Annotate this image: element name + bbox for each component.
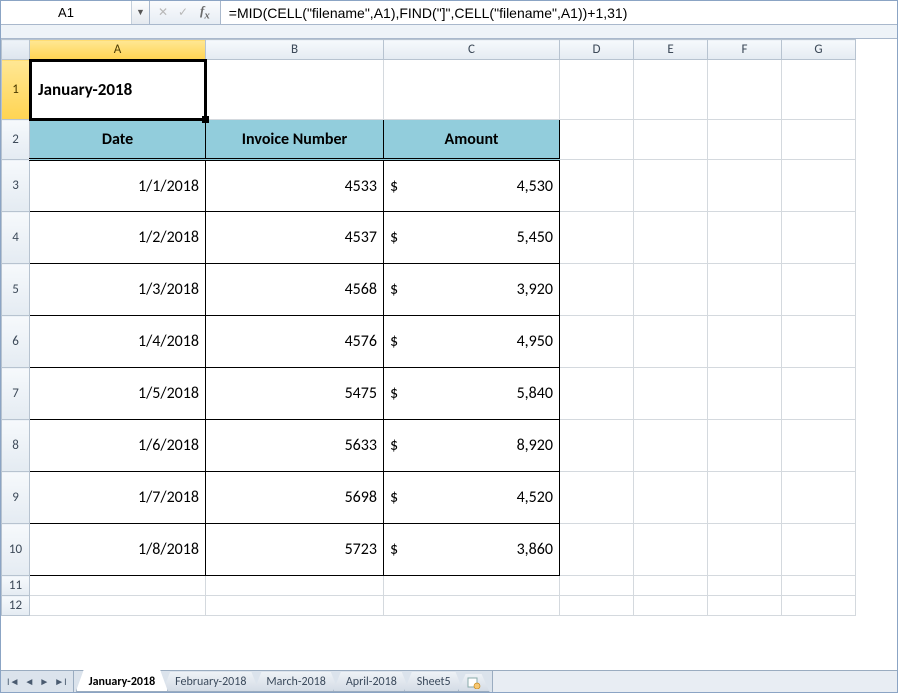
row-header-1[interactable]: 1 bbox=[2, 60, 30, 120]
cell-A9[interactable]: 1/7/2018 bbox=[30, 472, 206, 524]
cell-B3[interactable]: 4533 bbox=[206, 160, 384, 212]
tab-nav: I◄ ◄ ► ►I bbox=[1, 671, 74, 692]
cell-C7[interactable]: $5,840 bbox=[384, 368, 560, 420]
cell-A4[interactable]: 1/2/2018 bbox=[30, 212, 206, 264]
fx-icon[interactable]: fx bbox=[196, 3, 214, 22]
cell-C4[interactable]: $5,450 bbox=[384, 212, 560, 264]
select-all-corner[interactable] bbox=[2, 40, 30, 60]
col-header-A[interactable]: A bbox=[30, 40, 206, 60]
col-header-F[interactable]: F bbox=[708, 40, 782, 60]
tab-nav-last-icon[interactable]: ►I bbox=[54, 675, 66, 688]
horizontal-scroll-region[interactable] bbox=[492, 671, 897, 692]
cell-A7[interactable]: 1/5/2018 bbox=[30, 368, 206, 420]
formula-input[interactable] bbox=[221, 1, 897, 24]
cell-C6[interactable]: $4,950 bbox=[384, 316, 560, 368]
cell-B6[interactable]: 4576 bbox=[206, 316, 384, 368]
col-header-C[interactable]: C bbox=[384, 40, 560, 60]
cancel-formula-icon: ✕ bbox=[156, 5, 170, 20]
sheet-tab-February-2018[interactable]: February-2018 bbox=[162, 672, 259, 692]
cell-C3[interactable]: $4,530 bbox=[384, 160, 560, 212]
formula-buttons: ✕ ✓ fx bbox=[150, 1, 221, 24]
row-header-11[interactable]: 11 bbox=[2, 576, 30, 596]
cell-B7[interactable]: 5475 bbox=[206, 368, 384, 420]
sheet-tab-Sheet5[interactable]: Sheet5 bbox=[404, 672, 464, 692]
col-header-E[interactable]: E bbox=[634, 40, 708, 60]
name-box-wrap: ▼ bbox=[1, 1, 150, 24]
name-box-dropdown[interactable]: ▼ bbox=[131, 1, 149, 24]
tab-nav-next-icon[interactable]: ► bbox=[39, 675, 49, 688]
cell-C8[interactable]: $8,920 bbox=[384, 420, 560, 472]
cell-C5[interactable]: $3,920 bbox=[384, 264, 560, 316]
cell-C1[interactable] bbox=[384, 60, 560, 120]
cell-A3[interactable]: 1/1/2018 bbox=[30, 160, 206, 212]
cell-B10[interactable]: 5723 bbox=[206, 524, 384, 576]
toolbar-spacer bbox=[1, 25, 897, 39]
column-header-row: A B C D E F G bbox=[2, 40, 856, 60]
cell-A10[interactable]: 1/8/2018 bbox=[30, 524, 206, 576]
cell-A2[interactable]: Date bbox=[30, 120, 206, 160]
formula-bar: ▼ ✕ ✓ fx bbox=[1, 1, 897, 25]
row-header-9[interactable]: 9 bbox=[2, 472, 30, 524]
tabs-container: January-2018February-2018March-2018April… bbox=[74, 671, 484, 692]
cell-C9[interactable]: $4,520 bbox=[384, 472, 560, 524]
worksheet-grid[interactable]: A B C D E F G 1 January-2018 2 Date Invo… bbox=[1, 39, 897, 657]
col-header-G[interactable]: G bbox=[782, 40, 856, 60]
new-sheet-tab[interactable] bbox=[458, 674, 490, 692]
col-header-D[interactable]: D bbox=[560, 40, 634, 60]
row-header-6[interactable]: 6 bbox=[2, 316, 30, 368]
row-header-10[interactable]: 10 bbox=[2, 524, 30, 576]
cell-B4[interactable]: 4537 bbox=[206, 212, 384, 264]
cell-B8[interactable]: 5633 bbox=[206, 420, 384, 472]
row-header-7[interactable]: 7 bbox=[2, 368, 30, 420]
row-header-3[interactable]: 3 bbox=[2, 160, 30, 212]
row-header-8[interactable]: 8 bbox=[2, 420, 30, 472]
cell-A1[interactable]: January-2018 bbox=[30, 60, 206, 120]
col-header-B[interactable]: B bbox=[206, 40, 384, 60]
sheet-tab-March-2018[interactable]: March-2018 bbox=[253, 672, 338, 692]
accept-formula-icon: ✓ bbox=[176, 5, 190, 20]
cell-B5[interactable]: 4568 bbox=[206, 264, 384, 316]
row-header-2[interactable]: 2 bbox=[2, 120, 30, 160]
row-header-12[interactable]: 12 bbox=[2, 596, 30, 616]
cell-A8[interactable]: 1/6/2018 bbox=[30, 420, 206, 472]
cell-B9[interactable]: 5698 bbox=[206, 472, 384, 524]
cell-B2[interactable]: Invoice Number bbox=[206, 120, 384, 160]
tab-nav-first-icon[interactable]: I◄ bbox=[7, 675, 19, 688]
sheet-table: A B C D E F G 1 January-2018 2 Date Invo… bbox=[1, 39, 856, 616]
row-header-5[interactable]: 5 bbox=[2, 264, 30, 316]
cell-A5[interactable]: 1/3/2018 bbox=[30, 264, 206, 316]
name-box[interactable] bbox=[1, 1, 131, 24]
cell-A6[interactable]: 1/4/2018 bbox=[30, 316, 206, 368]
sheet-tab-January-2018[interactable]: January-2018 bbox=[76, 670, 169, 692]
row-header-4[interactable]: 4 bbox=[2, 212, 30, 264]
cell-C10[interactable]: $3,860 bbox=[384, 524, 560, 576]
cell-B1[interactable] bbox=[206, 60, 384, 120]
tab-nav-prev-icon[interactable]: ◄ bbox=[24, 675, 34, 688]
cell-C2[interactable]: Amount bbox=[384, 120, 560, 160]
sheet-tab-bar: I◄ ◄ ► ►I January-2018February-2018March… bbox=[1, 670, 897, 692]
sheet-tab-April-2018[interactable]: April-2018 bbox=[333, 672, 410, 692]
